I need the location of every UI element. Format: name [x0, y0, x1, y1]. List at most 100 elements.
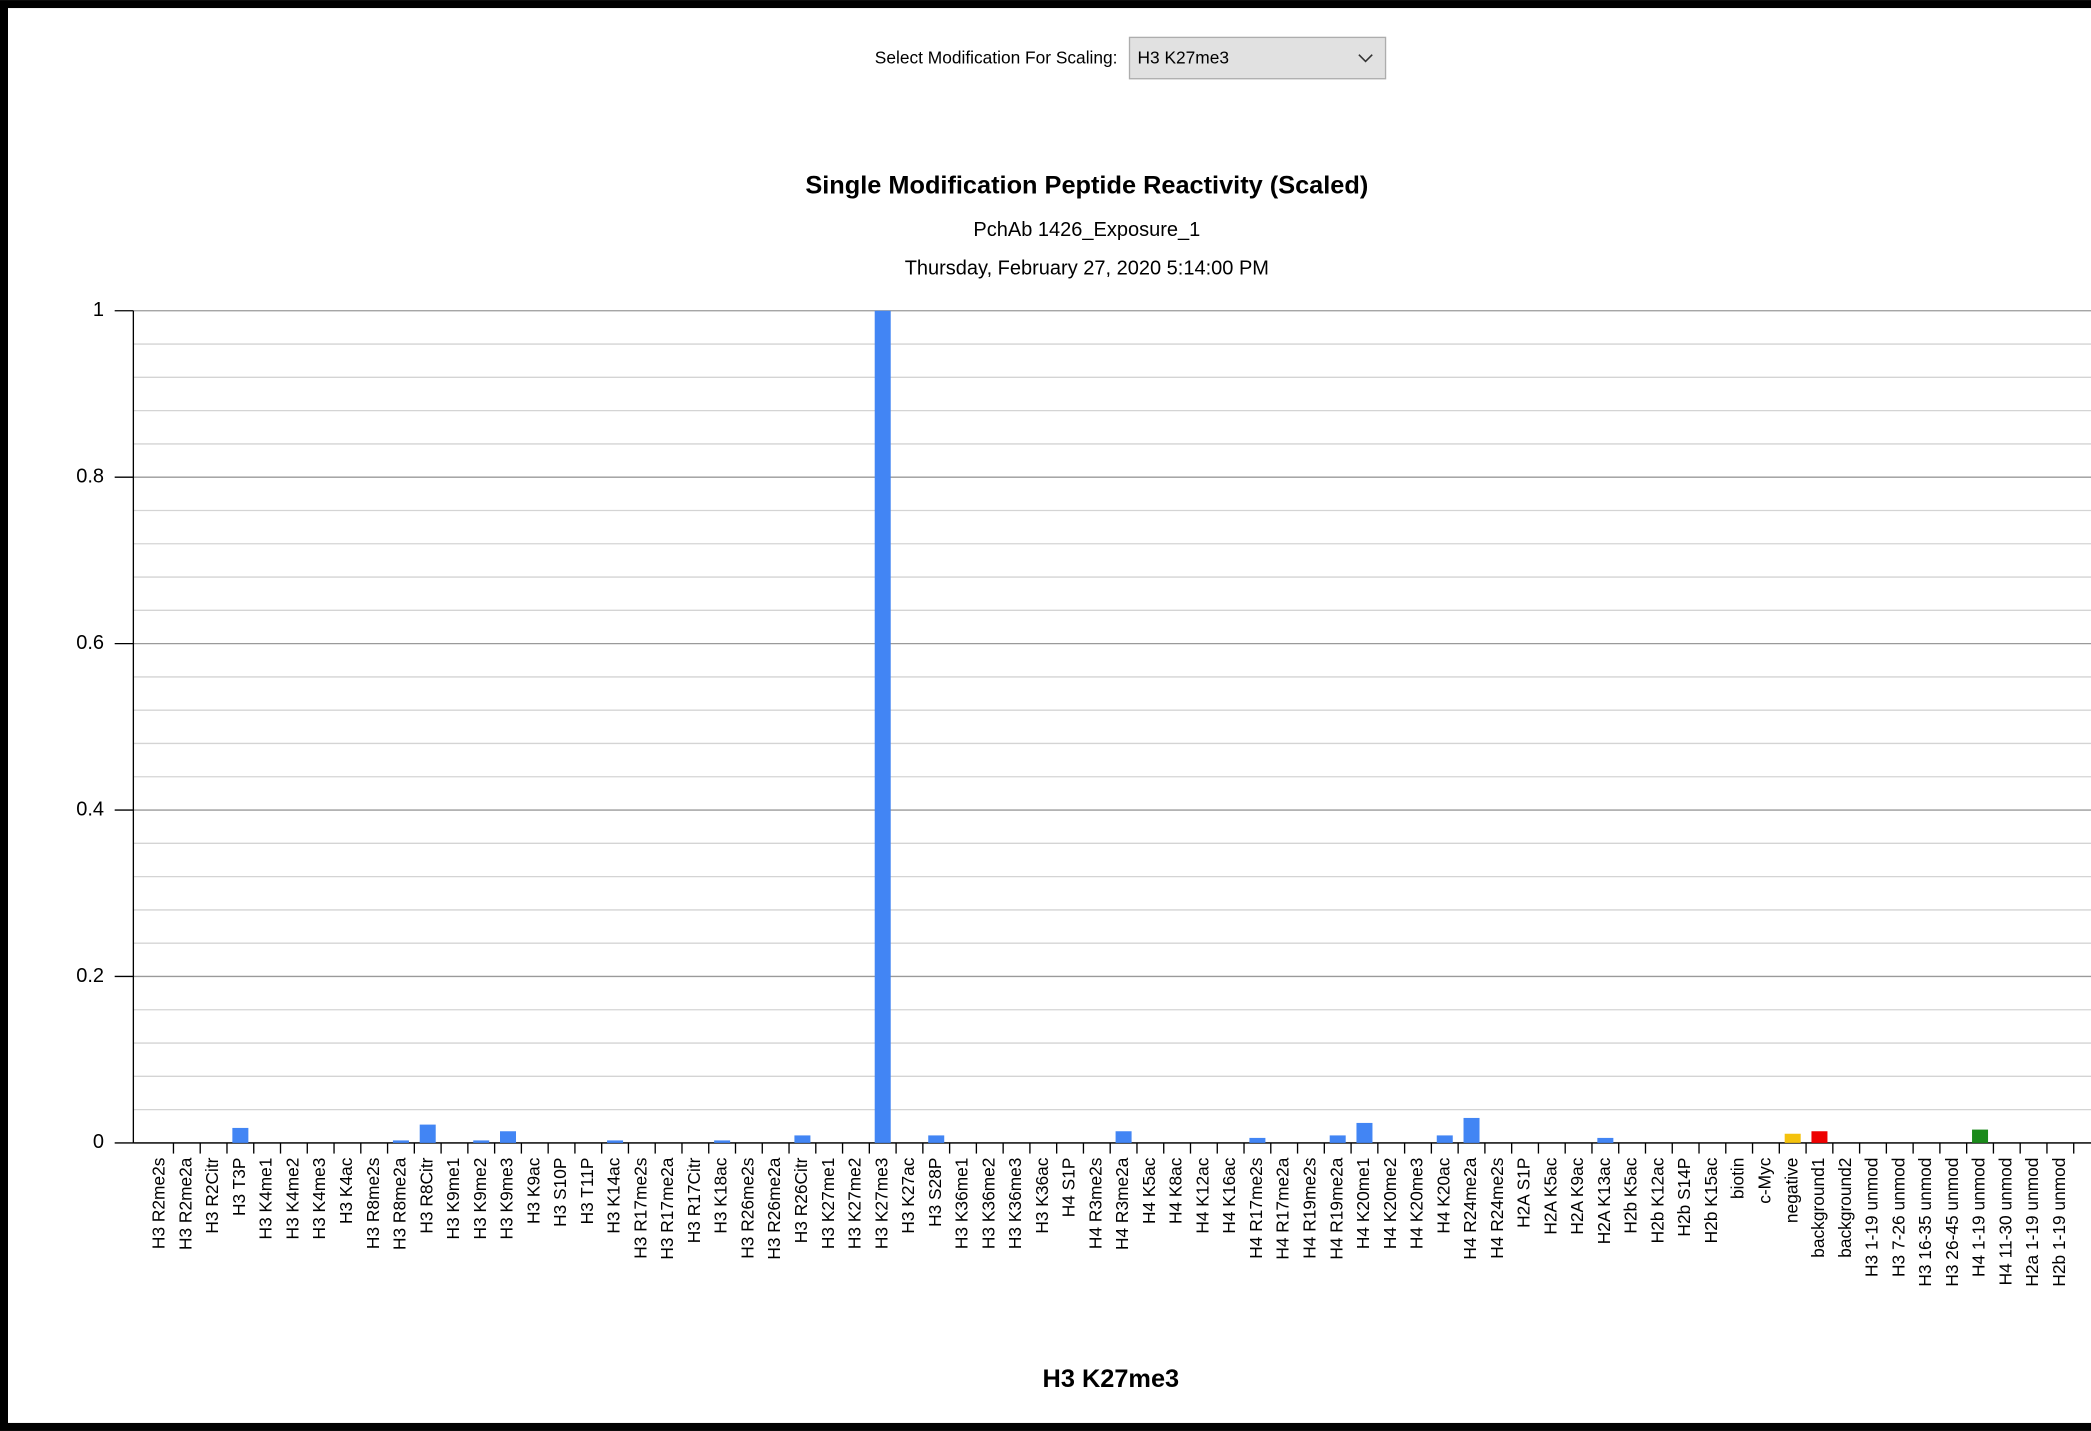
- x-tick-label: H4 K20me3: [1407, 1158, 1427, 1250]
- x-tick-label: H3 R17me2a: [657, 1157, 677, 1259]
- x-tick-label: c-Myc: [1755, 1157, 1775, 1204]
- select-label: Select Modification For Scaling:: [875, 47, 1118, 67]
- x-tick-label: H3 K4me1: [256, 1158, 276, 1240]
- x-tick-label: H2b K15ac: [1701, 1157, 1721, 1243]
- x-tick-label: H3 R17Citr: [684, 1157, 704, 1243]
- x-tick-label: H3 K36me1: [952, 1158, 972, 1250]
- bar: [794, 1135, 811, 1143]
- x-tick-label: H2A K9ac: [1567, 1157, 1587, 1234]
- y-tick-label: 0.8: [76, 465, 104, 487]
- x-tick-label: H4 11-30 unmod: [1995, 1158, 2015, 1286]
- x-tick-label: H2b K5ac: [1621, 1157, 1641, 1233]
- x-tick-label: H3 T11P: [577, 1158, 597, 1225]
- y-tick-label: 0: [93, 1131, 104, 1153]
- x-tick-label: H3 K9me3: [497, 1158, 517, 1240]
- x-tick-label: H4 1-19 unmod: [1969, 1158, 1989, 1277]
- x-tick-label: H3 K18ac: [711, 1157, 731, 1233]
- chart-date: Thursday, February 27, 2020 5:14:00 PM: [905, 258, 1269, 280]
- x-tick-label: H4 R17me2a: [1273, 1157, 1293, 1259]
- x-tick-label: H2A K13ac: [1594, 1157, 1614, 1244]
- x-tick-label: H4 R24me2a: [1460, 1157, 1480, 1259]
- x-tick-label: H3 K27me3: [871, 1158, 891, 1250]
- x-tick-label: background2: [1835, 1158, 1855, 1258]
- x-tick-label: H2b 1-19 unmod: [2049, 1158, 2069, 1287]
- bar: [607, 1140, 624, 1143]
- x-tick-label: H3 16-35 unmod: [1915, 1158, 1935, 1287]
- x-tick-label: H4 K20me2: [1380, 1158, 1400, 1250]
- x-tick-label: biotin: [1728, 1158, 1748, 1199]
- bar: [232, 1127, 249, 1143]
- x-tick-label: H3 R2me2s: [149, 1157, 169, 1249]
- bar: [473, 1140, 490, 1143]
- bar: [1356, 1122, 1373, 1143]
- x-tick-label: H3 S10P: [550, 1158, 570, 1227]
- select-value[interactable]: H3 K27me3: [1138, 47, 1230, 67]
- x-tick-label: H3 K4me2: [282, 1158, 302, 1240]
- scaling-select[interactable]: H3 K27me3: [1128, 36, 1387, 80]
- x-tick-label: H3 K9me1: [443, 1158, 463, 1240]
- chart-title: Single Modification Peptide Reactivity (…: [805, 171, 1368, 199]
- x-tick-label: H3 K27me2: [845, 1158, 865, 1250]
- x-tick-label: H3 K36ac: [1032, 1157, 1052, 1233]
- bar: [1597, 1137, 1614, 1143]
- bar: [500, 1131, 517, 1143]
- x-tick-label: H4 S1P: [1059, 1158, 1079, 1218]
- x-tick-label: H3 K9me2: [470, 1158, 490, 1240]
- x-tick-label: H3 7-26 unmod: [1888, 1158, 1908, 1277]
- bar: [874, 310, 891, 1143]
- x-tick-label: H3 K14ac: [604, 1157, 624, 1233]
- x-tick-label: H4 R3me2s: [1085, 1157, 1105, 1249]
- x-tick-label: H4 K5ac: [1139, 1157, 1159, 1224]
- y-tick-label: 0.2: [76, 965, 104, 987]
- x-tick-label: H4 K20ac: [1433, 1157, 1453, 1233]
- bar: [1784, 1133, 1801, 1143]
- x-tick-label: H3 1-19 unmod: [1862, 1158, 1882, 1277]
- x-tick-label: H3 K4me3: [309, 1158, 329, 1240]
- y-tick-label: 1: [93, 299, 104, 321]
- x-tick-label: H3 R26Citr: [791, 1157, 811, 1243]
- x-tick-label: H2A S1P: [1514, 1158, 1534, 1228]
- x-tick-label: H3 R17me2s: [630, 1157, 650, 1258]
- x-tick-label: H2A K5ac: [1540, 1157, 1560, 1234]
- x-tick-label: H2a 1-19 unmod: [2022, 1158, 2042, 1287]
- x-tick-label: H3 26-45 unmod: [1942, 1158, 1962, 1287]
- x-tick-label: H3 R2me2a: [175, 1157, 195, 1250]
- x-tick-label: negative: [1781, 1158, 1801, 1224]
- select-box[interactable]: [1128, 36, 1387, 80]
- bar: [1115, 1131, 1132, 1143]
- x-tick-label: background1: [1808, 1158, 1828, 1258]
- x-tick-label: H3 R26me2a: [764, 1157, 784, 1259]
- bar: [1436, 1135, 1453, 1143]
- x-tick-label: H4 K20me1: [1353, 1158, 1373, 1250]
- bar: [392, 1140, 409, 1143]
- x-tick-label: H4 R17me2s: [1246, 1157, 1266, 1258]
- x-tick-label: H2b K12ac: [1647, 1157, 1667, 1243]
- x-tick-label: H4 K8ac: [1166, 1157, 1186, 1224]
- bar: [928, 1135, 945, 1143]
- x-tick-label: H3 R26me2s: [737, 1157, 757, 1258]
- x-tick-label: H4 K12ac: [1192, 1157, 1212, 1233]
- bar: [1811, 1131, 1828, 1143]
- x-tick-label: H3 R2Citr: [202, 1157, 222, 1233]
- x-tick-label: H4 R19me2s: [1300, 1157, 1320, 1258]
- x-tick-label: H4 R19me2a: [1326, 1157, 1346, 1259]
- x-tick-label: H3 K36me2: [978, 1158, 998, 1250]
- x-tick-label: H4 R3me2a: [1112, 1157, 1132, 1250]
- select-chevron[interactable]: [1358, 54, 1373, 63]
- bar: [714, 1140, 731, 1143]
- x-tick-label: H4 K16ac: [1219, 1157, 1239, 1233]
- y-tick-label: 0.4: [76, 798, 104, 820]
- x-tick-label: H4 R24me2s: [1487, 1157, 1507, 1258]
- x-tick-label: H3 T3P: [229, 1158, 249, 1216]
- x-tick-label: H3 K27me1: [818, 1158, 838, 1250]
- x-axis-title: H3 K27me3: [1043, 1365, 1180, 1393]
- x-tick-label: H2b S14P: [1674, 1158, 1694, 1237]
- bar: [1249, 1137, 1266, 1143]
- chart-subtitle: PchAb 1426_Exposure_1: [973, 219, 1200, 241]
- x-tick-label: H3 R8Citr: [416, 1157, 436, 1233]
- x-tick-label: H3 R8me2s: [363, 1157, 383, 1249]
- bar: [1972, 1129, 1989, 1143]
- bar: [1463, 1117, 1480, 1143]
